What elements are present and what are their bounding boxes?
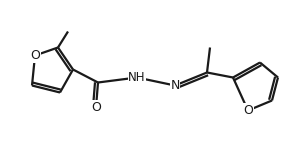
Text: O: O xyxy=(30,49,40,62)
Text: O: O xyxy=(243,104,253,117)
Text: N: N xyxy=(170,79,180,92)
Text: NH: NH xyxy=(128,71,146,84)
Text: O: O xyxy=(91,101,101,114)
